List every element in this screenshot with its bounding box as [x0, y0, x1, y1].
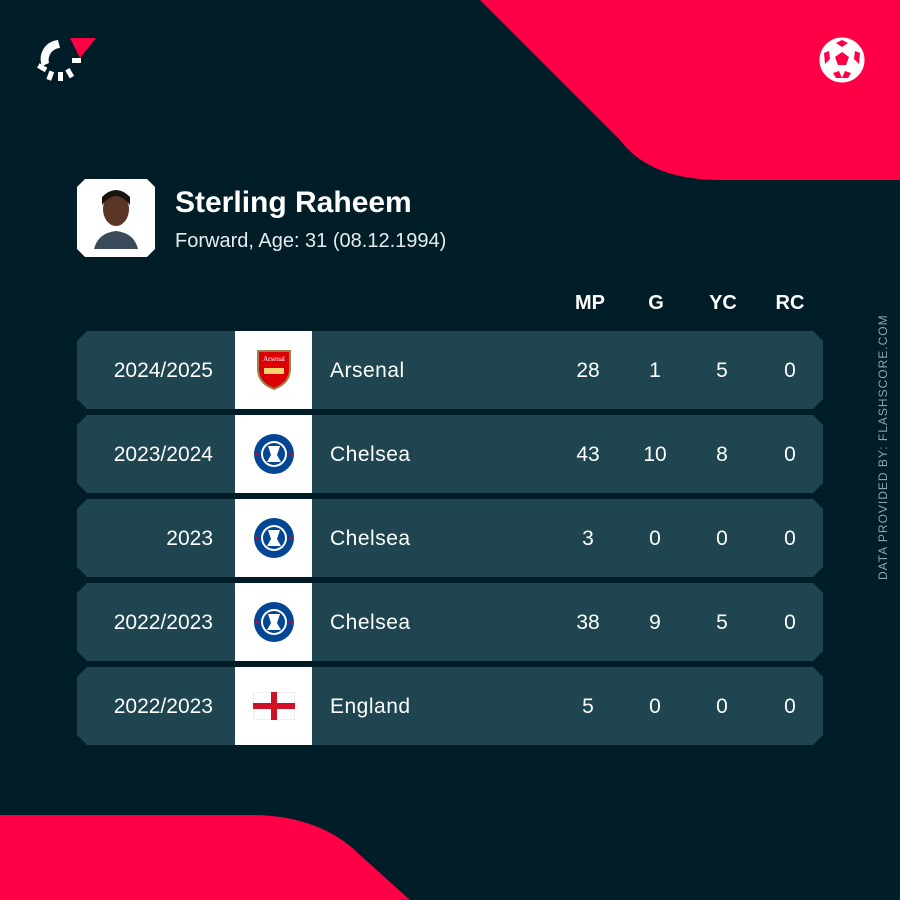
team-crest [235, 499, 312, 577]
player-details: Forward, Age: 31 (08.12.1994) [175, 230, 447, 252]
team-crest: Arsenal [235, 331, 312, 409]
table-row: 2022/2023 England 5 0 0 0 [77, 667, 823, 745]
data-credit: DATA PROVIDED BY: FLASHSCORE.COM [876, 314, 890, 580]
stat-yc: 8 [716, 443, 728, 466]
stat-mp: 38 [576, 611, 600, 634]
arsenal-crest-icon: Arsenal [256, 350, 291, 391]
season: 2022/2023 [113, 611, 213, 634]
stat-rc: 0 [784, 695, 796, 718]
player-photo-icon [94, 190, 138, 249]
stat-yc: 0 [716, 527, 728, 550]
header-rc: RC [775, 292, 805, 314]
stat-rc: 0 [784, 443, 796, 466]
chelsea-crest-icon [253, 434, 294, 474]
header-g: G [648, 292, 664, 314]
player-avatar [77, 179, 155, 257]
team-name: Chelsea [330, 527, 411, 550]
stat-g: 1 [649, 359, 661, 382]
header-mp: MP [575, 292, 605, 314]
stat-mp: 5 [582, 695, 594, 718]
stat-g: 9 [649, 611, 661, 634]
team-name: England [330, 695, 411, 718]
player-name: Sterling Raheem [175, 186, 412, 219]
stat-yc: 5 [716, 611, 728, 634]
football-icon [819, 37, 865, 83]
team-crest [235, 415, 312, 493]
team-name: Chelsea [330, 611, 411, 634]
stat-g: 10 [643, 443, 667, 466]
team-crest [235, 667, 312, 745]
stat-rc: 0 [784, 359, 796, 382]
flashscore-logo-icon [37, 38, 96, 81]
stat-mp: 3 [582, 527, 594, 550]
team-name: Arsenal [330, 359, 405, 382]
season: 2023/2024 [113, 443, 213, 466]
stat-yc: 5 [716, 359, 728, 382]
header-yc: YC [709, 292, 737, 314]
season: 2023 [166, 527, 213, 550]
svg-text:Arsenal: Arsenal [263, 355, 285, 363]
team-crest [235, 583, 312, 661]
team-name: Chelsea [330, 443, 411, 466]
stat-g: 0 [649, 527, 661, 550]
stat-yc: 0 [716, 695, 728, 718]
table-row: 2023/2024 Chelsea 43 10 8 0 [77, 415, 823, 493]
season: 2022/2023 [113, 695, 213, 718]
season: 2024/2025 [113, 359, 213, 382]
table-row: 2023 Chelsea 3 0 0 0 [77, 499, 823, 577]
stat-mp: 28 [576, 359, 600, 382]
stat-rc: 0 [784, 611, 796, 634]
stat-rc: 0 [784, 527, 796, 550]
chelsea-crest-icon [253, 602, 294, 642]
table-row: 2022/2023 Chelsea 38 9 5 0 [77, 583, 823, 661]
england-flag-icon [252, 692, 295, 720]
chelsea-crest-icon [253, 518, 294, 558]
stat-g: 0 [649, 695, 661, 718]
stat-mp: 43 [576, 443, 600, 466]
table-row: 2024/2025 Arsenal Arsenal 28 1 5 0 [77, 331, 823, 409]
